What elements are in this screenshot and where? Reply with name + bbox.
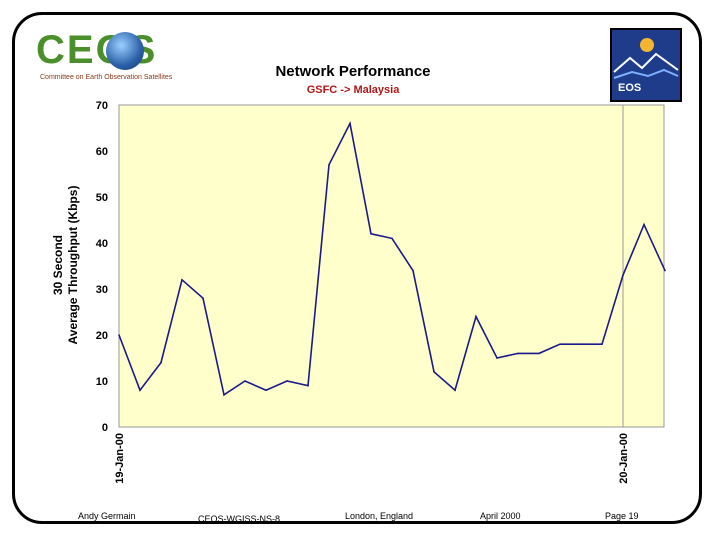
data-point (412, 269, 414, 272)
data-point (601, 343, 603, 346)
data-point (538, 352, 540, 355)
data-point (391, 237, 393, 240)
footer-location: London, England (345, 511, 414, 521)
eos-logo-text: EOS (618, 82, 642, 94)
data-point (559, 343, 561, 346)
data-point (580, 343, 582, 346)
y-tick-label-1: 10 (96, 376, 108, 388)
data-point (202, 297, 204, 300)
y-tick-label-5: 50 (96, 192, 108, 204)
plot-area (118, 104, 665, 428)
data-point (181, 279, 183, 281)
chart-title: Network Performance (275, 63, 431, 80)
data-point (475, 315, 477, 318)
x-tick-label-1: 20-Jan-00 (618, 433, 630, 484)
data-point (265, 389, 267, 392)
ceos-logo-subtitle: Committee on Earth Observation Satellite… (40, 74, 173, 81)
data-point (517, 352, 519, 355)
data-point (244, 380, 246, 382)
data-point (622, 274, 624, 277)
data-point (370, 233, 372, 235)
mountain-icon (613, 52, 679, 79)
data-point (223, 394, 225, 396)
data-point (118, 334, 120, 336)
chart-subtitle: GSFC -> Malaysia (306, 84, 400, 96)
y-tick-label-2: 20 (96, 330, 108, 342)
data-point (139, 389, 141, 392)
data-point (664, 269, 666, 272)
footer-date: April 2000 (480, 511, 521, 521)
data-point (496, 357, 498, 359)
data-point (307, 384, 309, 387)
y-tick-label-7: 70 (96, 100, 108, 112)
y-tick-label-4: 40 (96, 238, 108, 250)
ceos-logo: CEOS Committee on Earth Observation Sate… (36, 28, 196, 88)
y-tick-label-0: 0 (102, 422, 108, 434)
data-point (643, 223, 645, 226)
x-tick-label-0: 19-Jan-00 (114, 433, 126, 484)
data-point (286, 380, 288, 382)
data-point (433, 371, 435, 373)
sun-icon (640, 38, 654, 52)
data-point (454, 389, 456, 392)
data-point (328, 164, 330, 166)
data-point (160, 361, 162, 364)
footer-doc-id: CEOS-WGISS-NS-8 (198, 514, 281, 524)
eos-logo: EOS (610, 28, 682, 102)
slide-frame (12, 12, 702, 524)
y-tick-label-6: 60 (96, 146, 108, 158)
footer-author: Andy Germain (78, 511, 136, 521)
data-point (349, 122, 351, 125)
globe-icon (106, 32, 144, 70)
footer-page: Page 19 (605, 511, 639, 521)
y-tick-label-3: 30 (96, 284, 108, 296)
